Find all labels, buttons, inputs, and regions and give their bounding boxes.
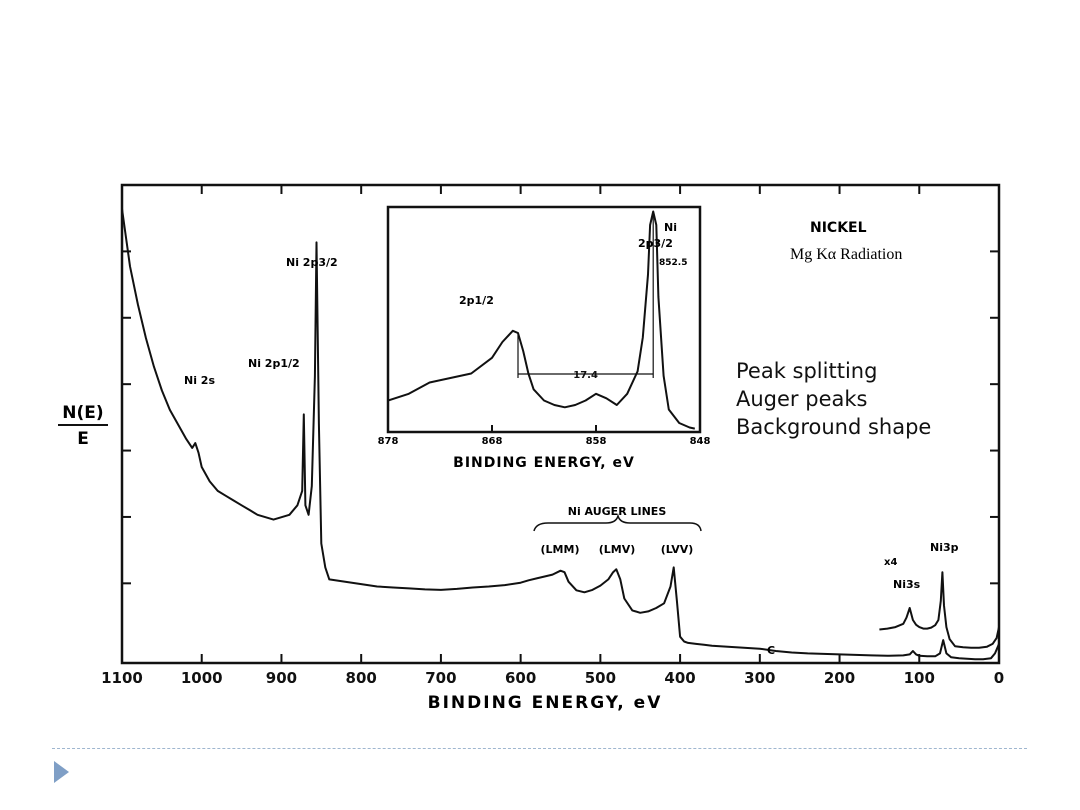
main-x-tick-label: 100 [904,669,935,687]
legend-title: NICKEL [810,220,867,236]
main-x-tick-label: 400 [664,669,695,687]
label-x4: x4 [884,557,897,568]
main-x-axis-label: BINDING ENERGY, eV [428,693,663,713]
main-x-tick-label: 0 [994,669,1004,687]
main-x-tick-label: 700 [425,669,456,687]
main-x-tick-label: 1100 [101,669,143,687]
main-spectrum-x4-line [879,571,999,649]
notes-list: Peak splitting Auger peaks Background sh… [736,357,931,441]
inset-label-2p32: 2p3/2 [638,237,673,250]
label-ni-3s: Ni3s [893,578,921,591]
main-plot: 1100 1000 900 800 700 600 500 400 300 200 100 0BIND… [58,183,1004,713]
inset-label-2p12: 2p1/2 [459,294,494,307]
footer-divider [52,748,1027,749]
main-x-tick-label: 500 [585,669,616,687]
label-ni-2s: Ni 2s [184,374,215,387]
main-series-group [122,208,999,661]
inset-x-tick-label: 858 [586,436,607,447]
main-x-tick-label: 800 [346,669,377,687]
main-y-axis-label-bottom: E [77,429,89,449]
inset-spectrum-line [388,210,696,430]
label-ni-2p12: Ni 2p1/2 [248,357,300,370]
main-x-tick-label: 600 [505,669,536,687]
label-auger-lmm: (LMM) [541,543,580,556]
note-peak-splitting: Peak splitting [736,359,878,383]
main-y-axis-label-top: N(E) [62,403,103,423]
auger-lines-bracket [533,513,702,532]
label-auger-lmv: (LMV) [599,543,636,556]
inset-x-tick-label: 878 [378,436,399,447]
label-carbon: C [767,644,775,657]
label-ni-3p: Ni3p [930,541,959,554]
inset-label-peak-value: 852.5 [659,258,687,268]
main-x-tick-label: 1000 [181,669,223,687]
inset-label-ni: Ni [664,221,677,234]
main-x-tick-label: 200 [824,669,855,687]
main-spectrum-line [122,208,999,661]
note-background-shape: Background shape [736,415,932,439]
main-x-tick-label: 900 [266,669,297,687]
legend-subtitle: Mg Kα Radiation [790,246,902,263]
main-x-tick-label: 300 [744,669,775,687]
inset-x-tick-label: 868 [482,436,503,447]
inset-series-group [388,210,696,430]
main-plot-frame [120,183,1001,665]
inset-plot: 878 868 858 848 17.4 Ni 2p3/2 852.5 2p1/2 BINDING… [378,205,711,471]
inset-x-tick-label: 848 [690,436,711,447]
label-auger-lvv: (LVV) [661,543,694,556]
inset-plot-frame [386,205,702,434]
splitting-value-label: 17.4 [573,370,598,381]
note-auger-peaks: Auger peaks [736,387,868,411]
inset-x-axis-label: BINDING ENERGY, eV [453,455,635,471]
footer-arrow-icon [54,761,69,783]
label-ni-2p32: Ni 2p3/2 [286,256,338,269]
label-auger-lines: Ni AUGER LINES [568,505,667,518]
